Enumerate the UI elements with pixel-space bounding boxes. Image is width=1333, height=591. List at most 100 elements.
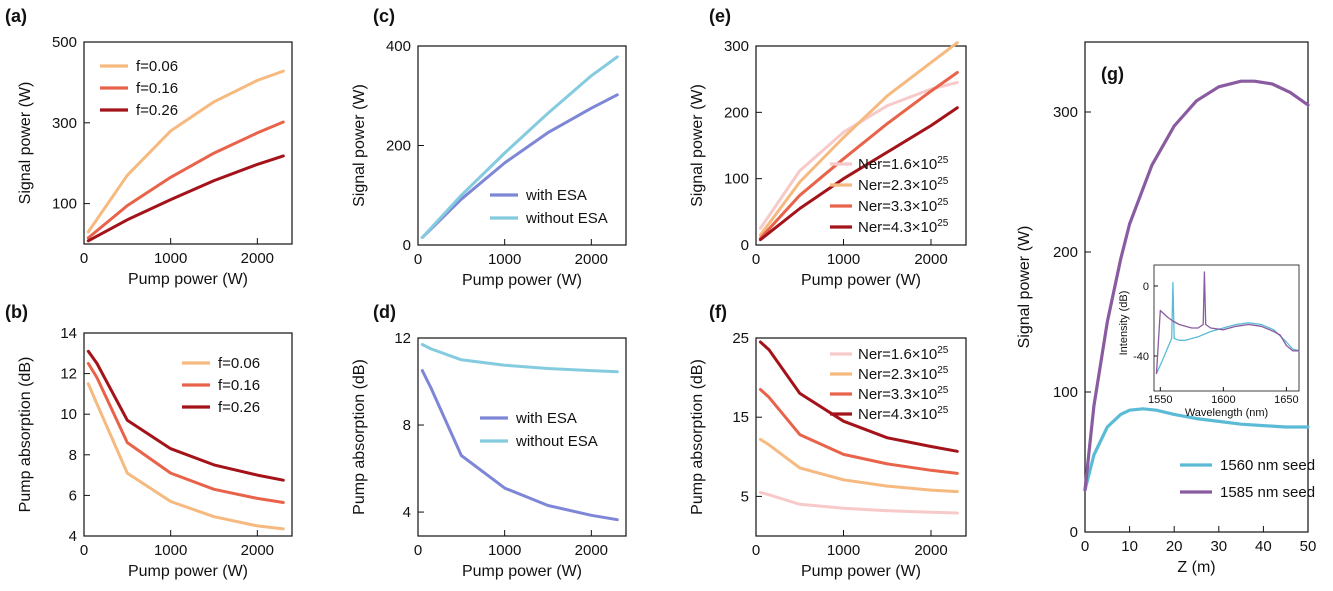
x-tick-label: 1000 (827, 542, 860, 559)
panel-c-chart: 0 1000 2000 0 200 400 Pump power (W) Signal pow… (351, 6, 627, 289)
panel-label: (c) (373, 6, 395, 26)
y-tick-label: 200 (386, 138, 411, 155)
x-axis-label: Pump power (W) (801, 563, 921, 580)
legend-label-text: Ner=4.3×10 (858, 219, 937, 236)
series-line-1 (758, 437, 959, 494)
y-tick-label: 200 (724, 104, 749, 121)
plot-frame (1153, 264, 1300, 392)
plot-frame (83, 332, 293, 537)
x-tick-label: 1000 (154, 542, 187, 559)
panel-g-inset-chart: 1550 1600 1650 0 -40 Wavelength (nm) Intensity… (1118, 264, 1300, 419)
legend-label: Ner=4.3×1025 (858, 405, 949, 423)
x-tick-label: 0 (752, 251, 760, 268)
series-line-0 (1155, 281, 1300, 375)
legend-label-text: f=0.26 (136, 102, 178, 119)
y-tick-label: 0 (1070, 524, 1078, 541)
series-line-1 (86, 362, 285, 504)
panel-a-chart: 0 1000 2000 100 300 500 Pump power (W) Signal p… (5, 6, 293, 288)
legend-label: Ner=1.6×1025 (858, 155, 949, 173)
y-tick-label: 25 (732, 330, 749, 347)
legend-label-text: Ner=4.3×10 (858, 406, 937, 423)
series-line-1 (420, 343, 619, 374)
series-line-0 (1083, 407, 1310, 492)
legend-label: Ner=3.3×1025 (858, 385, 949, 403)
x-axis-label: Pump power (W) (462, 563, 582, 580)
panel-g-chart: 0 10 20 30 40 50 0 100 200 300 Z (m) Signal power (… (1016, 41, 1317, 576)
x-tick-label: 0 (414, 251, 422, 268)
x-axis-label: Wavelength (nm) (1185, 407, 1268, 419)
x-tick-label: 1000 (488, 251, 521, 268)
y-tick-label: 0 (403, 237, 411, 254)
x-tick-label: 1000 (154, 250, 187, 267)
legend-label-text: Ner=1.6×10 (858, 156, 937, 173)
series-line-2 (758, 388, 959, 475)
legend-label: f=0.16 (136, 80, 178, 97)
series-line-1 (1083, 79, 1310, 492)
x-axis-label: Pump power (W) (128, 563, 248, 580)
x-tick-label: 1000 (827, 251, 860, 268)
y-tick-label: 400 (386, 38, 411, 55)
x-tick-label: 1000 (488, 542, 521, 559)
panel-label: (a) (5, 6, 27, 26)
y-tick-label: 500 (52, 34, 77, 51)
legend-label-text: Ner=2.3×10 (858, 366, 937, 383)
x-axis-label: Pump power (W) (128, 271, 248, 288)
x-tick-label: 30 (1210, 538, 1227, 555)
x-tick-label: 20 (1166, 538, 1183, 555)
x-tick-label: 1600 (1211, 394, 1235, 406)
panel-label: (b) (5, 302, 28, 322)
series-line-1 (1155, 271, 1300, 375)
y-tick-label: 12 (394, 330, 411, 347)
x-tick-label: 1550 (1148, 394, 1172, 406)
x-tick-label: 50 (1300, 538, 1317, 555)
plot-frame (83, 41, 293, 245)
y-tick-label: 8 (403, 417, 411, 434)
x-tick-label: 0 (1081, 538, 1089, 555)
legend-label-superscript: 25 (937, 218, 949, 229)
series-line-0 (86, 382, 285, 531)
legend-label: with ESA (515, 410, 577, 427)
y-tick-label: 100 (1053, 384, 1078, 401)
y-tick-label: 8 (69, 447, 77, 464)
panel-d-chart: 0 1000 2000 4 8 12 Pump power (W) Pump absorpti… (351, 302, 627, 580)
y-tick-label: 100 (52, 196, 77, 213)
series-line-1 (420, 55, 619, 239)
y-tick-label: 5 (741, 488, 749, 505)
series-line-2 (86, 349, 285, 482)
legend-label: Ner=4.3×1025 (858, 218, 949, 236)
legend-label-text: with ESA (525, 187, 587, 204)
x-tick-label: 40 (1255, 538, 1272, 555)
y-axis-label: Pump absorption (dB) (17, 357, 34, 513)
x-axis-label: Pump power (W) (801, 272, 921, 289)
legend-label-superscript: 25 (937, 176, 949, 187)
series-line-0 (758, 490, 959, 515)
legend-label-text: f=0.06 (218, 355, 260, 372)
legend-label-superscript: 25 (937, 197, 949, 208)
legend-label-superscript: 25 (937, 345, 949, 356)
series-line-1 (758, 41, 959, 237)
x-tick-label: 2000 (575, 542, 608, 559)
y-tick-label: 14 (60, 325, 77, 342)
legend-label-superscript: 25 (937, 385, 949, 396)
y-tick-label: 0 (1143, 281, 1149, 293)
x-tick-label: 2000 (914, 542, 947, 559)
x-tick-label: 0 (80, 250, 88, 267)
y-tick-label: 6 (69, 487, 77, 504)
legend-label: Ner=3.3×1025 (858, 197, 949, 215)
legend-label: without ESA (525, 210, 608, 227)
series-line-0 (420, 369, 619, 522)
y-axis-label: Signal power (W) (17, 82, 34, 205)
legend-label: f=0.16 (218, 377, 260, 394)
x-tick-label: 0 (752, 542, 760, 559)
legend-label-text: f=0.06 (136, 58, 178, 75)
legend-label: 1585 nm seed (1220, 484, 1315, 501)
legend-label-text: without ESA (525, 210, 608, 227)
series-line-0 (86, 69, 285, 234)
y-tick-label: 15 (732, 409, 749, 426)
panel-label: (g) (1101, 64, 1124, 84)
y-tick-label: 10 (60, 406, 77, 423)
panel-e-chart: 0 1000 2000 0 100 200 300 Pump power (W) Signal … (689, 6, 967, 289)
y-tick-label: 12 (60, 366, 77, 383)
series-line-2 (86, 154, 285, 243)
